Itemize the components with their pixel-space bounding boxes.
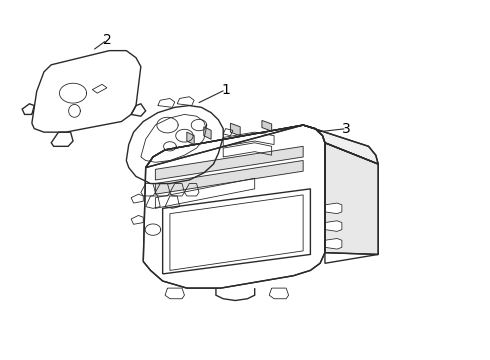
Polygon shape [32, 51, 141, 132]
Polygon shape [230, 123, 240, 136]
Polygon shape [51, 132, 73, 146]
Polygon shape [325, 143, 378, 255]
Text: 1: 1 [221, 82, 230, 96]
Polygon shape [325, 221, 342, 231]
Polygon shape [204, 127, 211, 139]
Polygon shape [131, 104, 146, 116]
Polygon shape [325, 238, 342, 249]
Polygon shape [187, 132, 194, 145]
Polygon shape [325, 203, 342, 214]
Polygon shape [165, 288, 184, 299]
Polygon shape [131, 215, 143, 224]
Polygon shape [141, 184, 155, 196]
Polygon shape [146, 196, 160, 208]
Polygon shape [155, 161, 303, 194]
Polygon shape [146, 125, 378, 168]
Polygon shape [170, 184, 184, 196]
Text: 2: 2 [102, 33, 111, 47]
Polygon shape [155, 146, 303, 180]
Polygon shape [165, 196, 180, 208]
Text: 3: 3 [343, 122, 351, 136]
Polygon shape [126, 105, 223, 184]
Polygon shape [184, 184, 199, 196]
Polygon shape [269, 288, 289, 299]
Polygon shape [177, 97, 194, 105]
Polygon shape [158, 99, 175, 107]
Polygon shape [22, 104, 34, 114]
Polygon shape [143, 125, 325, 288]
Polygon shape [131, 194, 143, 203]
Polygon shape [155, 184, 170, 196]
Polygon shape [262, 121, 271, 131]
